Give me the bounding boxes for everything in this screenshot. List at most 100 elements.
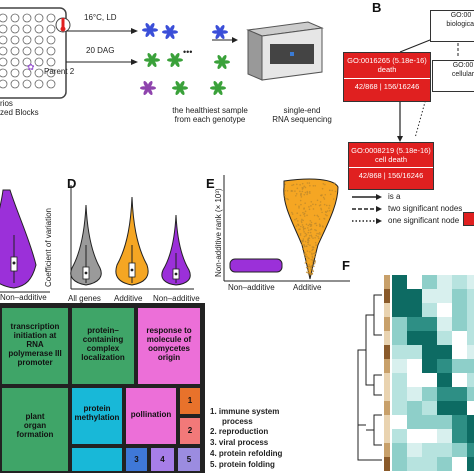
treemap-cell-5: 5 — [176, 446, 202, 473]
go-node-death-stats: 42/868 | 156/16246 — [344, 78, 430, 91]
jitter-point — [309, 228, 312, 231]
jitter-point — [299, 199, 302, 202]
jitter-point — [328, 204, 331, 207]
jitter-point — [321, 211, 323, 214]
heatmap-cell — [452, 387, 467, 401]
plant-icon — [140, 80, 156, 96]
jitter-point — [310, 258, 313, 261]
jitter-point — [300, 196, 303, 198]
heatmap-cell — [422, 457, 437, 471]
treemap-legend-1b: process — [222, 417, 253, 426]
plate-well — [22, 46, 32, 56]
jitter-point — [294, 218, 296, 221]
jitter-point — [307, 227, 309, 229]
go-node-cellular: GO:00 cellular — [432, 60, 474, 92]
plate-well — [46, 79, 56, 89]
plate-well — [0, 68, 8, 78]
treemap-cell-1: 1 — [178, 386, 202, 416]
plants-illustration — [140, 22, 230, 96]
heatmap-cell — [467, 457, 474, 471]
heatmap-cell — [437, 317, 452, 331]
heatmap-cell — [392, 331, 407, 345]
jitter-point — [334, 190, 337, 193]
jitter-point — [317, 232, 320, 235]
dendrogram-branch — [357, 425, 382, 461]
heatmap-cell — [407, 401, 422, 415]
dendrogram-branch — [357, 349, 366, 426]
plate-well — [10, 79, 20, 89]
heatmap-cell — [422, 415, 437, 429]
jitter-point — [316, 199, 319, 202]
heatmap-cell — [407, 331, 422, 345]
jitter-point — [301, 188, 304, 190]
jitter-point — [306, 250, 309, 252]
plate-well — [22, 68, 32, 78]
plate-well — [10, 24, 20, 34]
heatmap-row-annotation — [384, 275, 390, 289]
heatmap-cell — [467, 387, 474, 401]
jitter-point — [326, 210, 329, 212]
jitter-point — [309, 184, 311, 187]
dendrogram-branch — [373, 414, 382, 446]
heatmap-cell — [452, 275, 467, 289]
jitter-point — [298, 207, 300, 209]
jitter-point — [318, 204, 321, 207]
treemap-cell-pollination: pollination — [124, 386, 178, 446]
jitter-point — [312, 203, 314, 206]
heatmap-cell — [467, 317, 474, 331]
jitter-point — [304, 227, 306, 230]
plate-well — [22, 57, 32, 67]
heatmap-cell — [452, 345, 467, 359]
jitter-point — [309, 244, 311, 247]
jitter-point — [319, 194, 322, 197]
jitter-point — [300, 221, 303, 224]
treemap-cell-2: 2 — [178, 416, 202, 446]
jitter-point — [308, 234, 311, 237]
jitter-point — [311, 259, 314, 262]
treemap-cell-response: response to molecule of oomycetes origin — [136, 306, 202, 386]
tm-pollination: pollination — [130, 410, 172, 419]
treemap-legend-5: 5. protein folding — [210, 460, 275, 469]
panel-b-letter: B — [372, 0, 382, 15]
go-graph-edges — [397, 37, 459, 142]
jitter-point — [307, 269, 309, 272]
heatmap-cell — [467, 345, 474, 359]
jitter-point — [310, 236, 313, 238]
heatmap-cell — [452, 443, 467, 457]
jitter-point — [310, 265, 313, 267]
heatmap-cell — [467, 373, 474, 387]
heatmap-cell — [422, 401, 437, 415]
tm-transcription-4: polymerase III — [8, 349, 62, 358]
jitter-point — [295, 225, 298, 227]
jitter-point — [299, 232, 302, 235]
go-node-biological-name: biological — [446, 21, 474, 28]
jitter-point — [301, 248, 304, 251]
plant-icon — [144, 52, 160, 68]
jitter-point — [300, 203, 302, 206]
dendrogram-branch — [373, 294, 382, 336]
heatmap-row-annotation — [384, 373, 390, 387]
heatmap-row-annotation — [384, 359, 390, 373]
jitter-point — [312, 184, 315, 187]
plate-well — [34, 24, 44, 34]
jitter-point — [307, 240, 310, 242]
plate-well — [0, 24, 8, 34]
jitter-point — [315, 222, 317, 225]
jitter-point — [317, 237, 320, 240]
thermometer-icon — [55, 17, 71, 33]
heatmap-row-annotation — [384, 289, 390, 303]
jitter-point — [311, 273, 314, 275]
jitter-point — [312, 252, 315, 255]
jitter-point — [301, 243, 303, 246]
jitter-point — [324, 193, 327, 196]
jitter-point — [314, 236, 316, 239]
jitter-point — [312, 208, 315, 210]
legend-significant-swatch — [463, 212, 474, 226]
jitter-point — [320, 207, 322, 210]
go-node-cell-death-name: cell death — [374, 155, 408, 164]
heatmap-cell — [392, 429, 407, 443]
growth-arrows — [66, 28, 138, 65]
heatmap-cell — [392, 289, 407, 303]
heatmap-cell — [437, 289, 452, 303]
jitter-point — [322, 226, 324, 228]
